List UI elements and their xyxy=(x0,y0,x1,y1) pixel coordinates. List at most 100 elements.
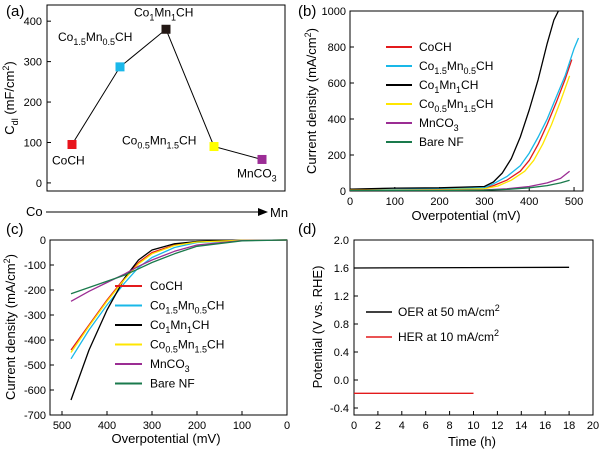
x-tick-label: 400 xyxy=(98,420,116,432)
series-lines xyxy=(70,239,288,401)
y-label-text: Current density (mA/cm2) xyxy=(303,28,319,174)
y-tick-label: 0 xyxy=(36,178,42,190)
text-part: Bare NF xyxy=(150,377,195,391)
y-tick-label: -200 xyxy=(24,285,46,297)
y-tick-label: -0.4 xyxy=(330,403,349,415)
y-label-end: ) xyxy=(2,61,17,65)
y-tick-label: 1.2 xyxy=(334,291,349,303)
text-part: CH xyxy=(207,338,224,352)
text-part: CoCH xyxy=(419,40,452,54)
text-part: Mn xyxy=(439,78,456,92)
arrow-right-label: Mn xyxy=(270,205,288,220)
y-tick-label: 400 xyxy=(328,114,346,126)
x-tick-label: 6 xyxy=(423,420,429,432)
text-part: 0.5 xyxy=(195,306,208,316)
panel-a-frame xyxy=(46,4,286,192)
legend-label: Co1.5Mn0.5CH xyxy=(419,59,493,76)
text-part: 1 xyxy=(456,85,461,95)
y-label-text: Current density (mA/cm2) xyxy=(2,254,18,400)
y-tick-label: 0 xyxy=(40,235,46,247)
text-part: Current density (mA/cm xyxy=(304,37,319,174)
x-tick-label: 300 xyxy=(143,420,161,432)
text-part: Co xyxy=(419,78,435,92)
text-part: 1 xyxy=(165,325,170,335)
text-part: CH xyxy=(207,299,224,313)
y-tick-label: 300 xyxy=(24,57,42,69)
text-part: 1.5 xyxy=(464,104,477,114)
y-tick-label: 2.0 xyxy=(334,235,349,247)
panel-d: (d) 0 2 4 6 8 10 12 14 16 18 20 2.0 1.6 1.2 0.8 0.4 0.0 -… xyxy=(298,221,599,449)
text-part: Mn xyxy=(178,338,195,352)
x-tick-label: 10 xyxy=(467,420,479,432)
text-part: Bare NF xyxy=(419,135,464,149)
point-label: MnCO3 xyxy=(237,166,277,183)
text-part: Mn xyxy=(178,299,195,313)
text-part: CH xyxy=(115,30,132,44)
text-part: HER at 10 mA/cm xyxy=(398,330,494,344)
y-label-sup: 2 xyxy=(1,66,11,71)
y-tick-label: 100 xyxy=(24,137,42,149)
text-part: Mn xyxy=(150,134,167,148)
composition-arrow-head xyxy=(258,208,268,216)
data-point-Co1Mn1CH xyxy=(161,24,171,34)
y-tick-label: 0.4 xyxy=(334,347,349,359)
text-part: Mn xyxy=(447,97,464,111)
x-tick-label: 18 xyxy=(563,420,575,432)
y-label-sub: dl xyxy=(10,118,20,125)
y-tick-label: 200 xyxy=(328,150,346,162)
text-part: 0.5 xyxy=(103,37,116,47)
x-tick-label: 4 xyxy=(399,420,405,432)
panel-b-label: (b) xyxy=(298,3,316,20)
legend: CoCHCo1.5Mn0.5CHCo1Mn1CHCo0.5Mn1.5CHMnCO… xyxy=(115,279,224,391)
arrow-left-label: Co xyxy=(26,204,43,219)
panel-c-label: (c) xyxy=(6,221,24,238)
text-part: CH xyxy=(179,134,196,148)
text-part: Co xyxy=(150,318,166,332)
text-part: 1 xyxy=(187,325,192,335)
text-part: CoCH xyxy=(150,279,183,293)
point-label: Co1.5Mn0.5CH xyxy=(58,30,132,47)
series-lines xyxy=(350,11,580,191)
point-label: CoCH xyxy=(52,154,85,168)
legend-label: Co1.5Mn0.5CH xyxy=(150,299,224,316)
text-part: 1 xyxy=(434,85,439,95)
data-point-Co0.5Mn1.5CH xyxy=(209,142,219,152)
panel-b-y-label: Current density (mA/cm2) xyxy=(303,28,319,174)
text-part: MnCO xyxy=(419,116,454,130)
text-part: Co xyxy=(122,134,138,148)
legend-label: MnCO3 xyxy=(150,357,190,374)
text-part: ) xyxy=(304,28,319,32)
legend-label: CoCH xyxy=(419,40,452,54)
panel-c-content: 500 400 300 200 100 0 0 -100 -200 -300 -400 -500 -60… xyxy=(24,235,290,432)
panel-a-content: CoCHCo1.5Mn0.5CHCo1Mn1CHCo0.5Mn1.5CHMnCO… xyxy=(52,5,277,183)
panel-d-content: 0 2 4 6 8 10 12 14 16 18 20 2.0 1.6 1.2 0.8 0.4 0.0 -0.4 O… xyxy=(330,235,599,432)
legend-label: Bare NF xyxy=(150,377,195,391)
text-part: Current density (mA/cm xyxy=(3,263,18,400)
series-line-Bare NF xyxy=(350,179,570,191)
text-part: Co xyxy=(419,97,435,111)
text-part: Mn xyxy=(154,5,171,19)
y-label-rest: (mF/cm xyxy=(2,71,17,119)
x-tick-label: 16 xyxy=(539,420,551,432)
x-tick-label: 14 xyxy=(515,420,527,432)
y-tick-label: 1000 xyxy=(322,6,346,18)
y-tick-label: 200 xyxy=(24,97,42,109)
text-part: CH xyxy=(476,59,493,73)
x-tick-label: 100 xyxy=(233,420,251,432)
legend-label: Co1Mn1CH xyxy=(150,318,209,335)
text-part: 0.5 xyxy=(165,345,178,355)
panel-b: (b) 0 100 200 300 400 50002004006008001000CoC… xyxy=(298,3,584,223)
text-part: OER at 50 mA/cm xyxy=(398,305,495,319)
panel-d-y-label: Potential (V vs. RHE) xyxy=(310,266,325,389)
y-label-main: C xyxy=(2,125,17,134)
text-part: Co xyxy=(134,5,150,19)
panel-b-content: 0 100 200 300 400 50002004006008001000CoCHCo1… xyxy=(322,6,584,208)
text-part: 1 xyxy=(171,12,176,22)
panel-c-y-label: Current density (mA/cm2) xyxy=(2,254,18,400)
panel-c-frame xyxy=(49,239,288,416)
legend-label: OER at 50 mA/cm2 xyxy=(398,303,500,319)
y-tick-label: -300 xyxy=(24,310,46,322)
text-part: CH xyxy=(192,318,209,332)
y-tick-label: 0 xyxy=(340,186,346,198)
